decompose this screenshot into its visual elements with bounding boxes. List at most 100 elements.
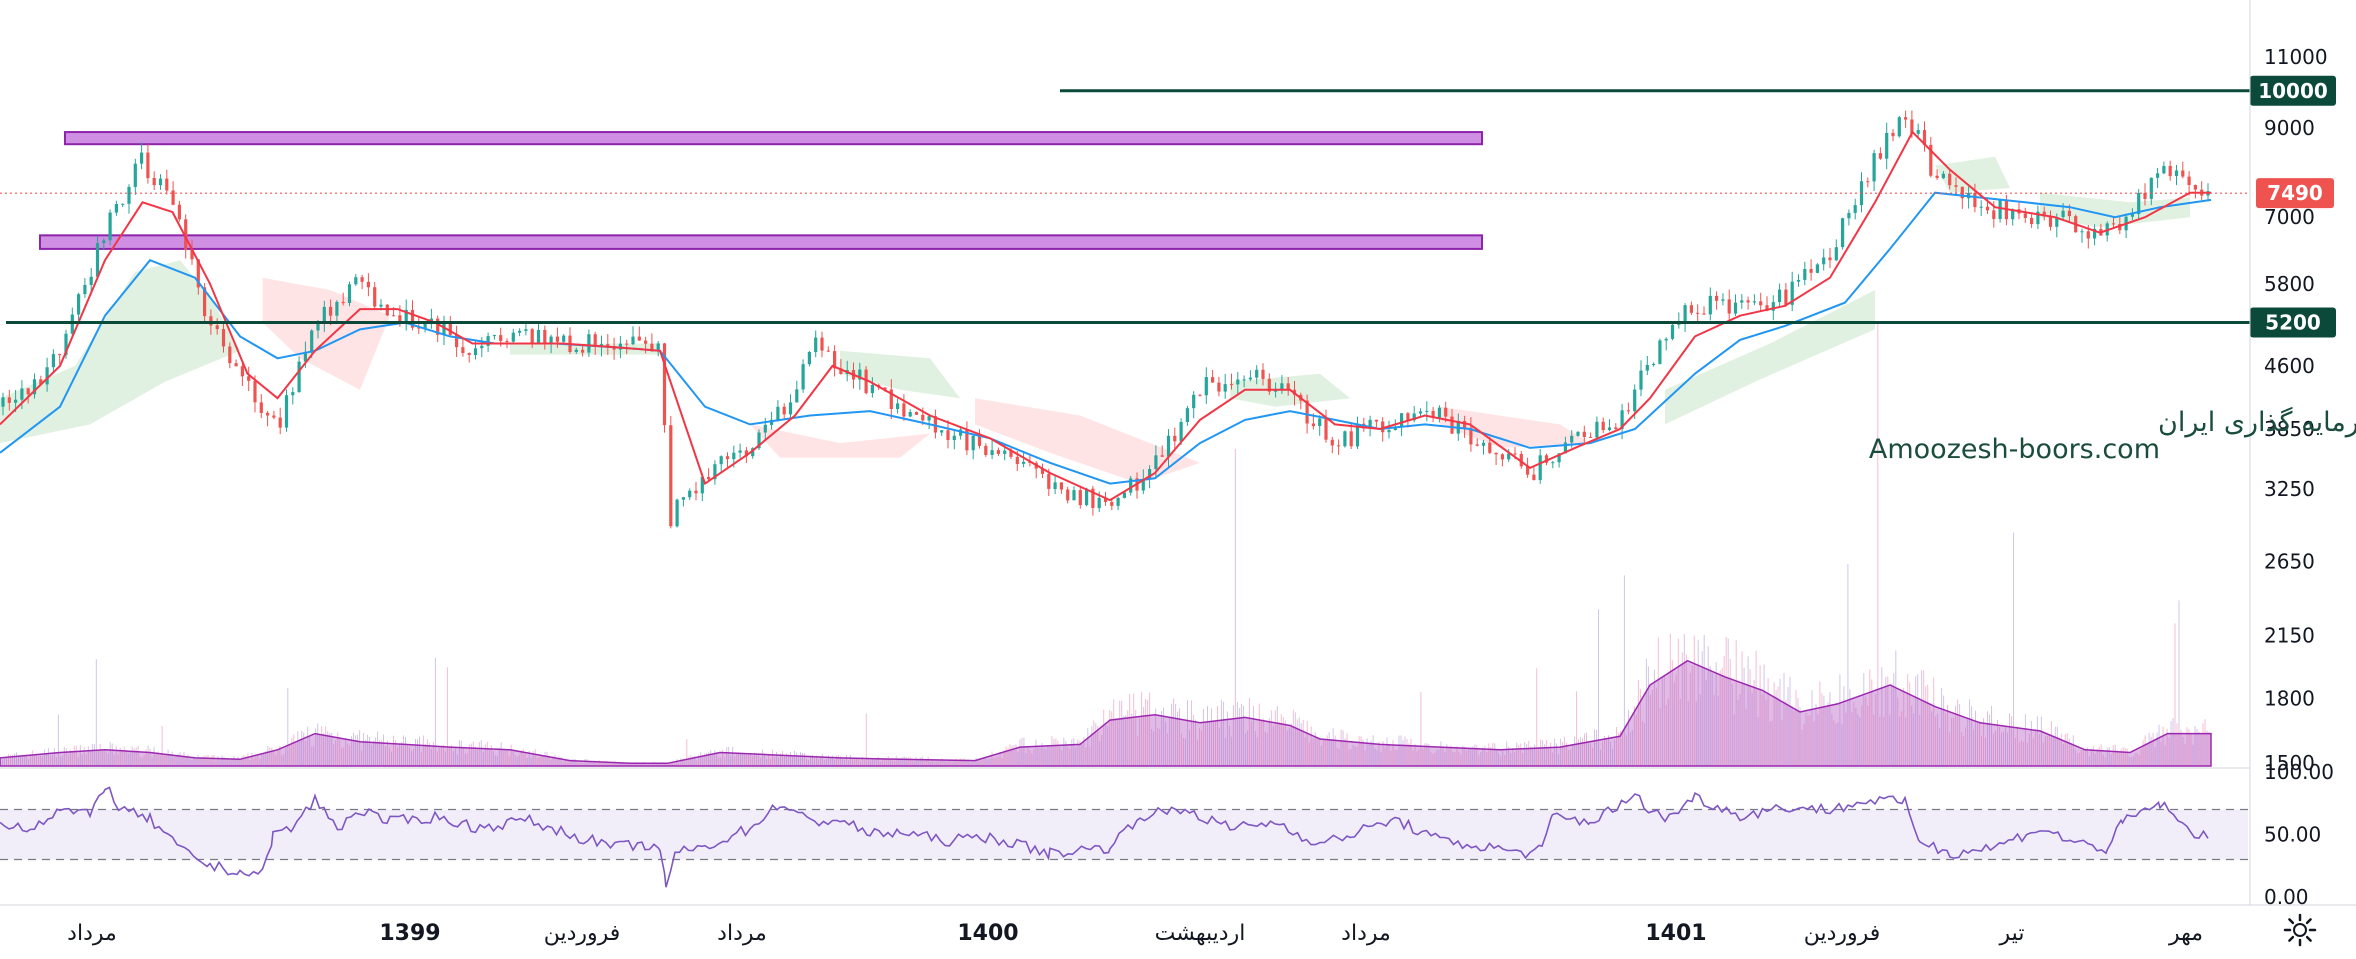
volume-bar — [1292, 709, 1294, 766]
last-price-tag-text: 7490 — [2267, 181, 2323, 205]
volume-bar — [327, 731, 329, 766]
volume-bar — [2204, 719, 2206, 766]
candle — [719, 455, 723, 472]
volume-bar — [1813, 721, 1815, 766]
candle — [492, 334, 496, 340]
volume-bar — [2003, 731, 2004, 766]
volume-bar — [2024, 714, 2026, 766]
volume-bar — [841, 759, 843, 766]
volume-bar — [2174, 623, 2176, 766]
volume-bar — [610, 762, 612, 766]
volume-bar — [1328, 732, 1330, 766]
volume-bar — [1039, 747, 1041, 766]
volume-bar — [1951, 718, 1953, 766]
volume-bar — [839, 756, 841, 766]
volume-bar — [1169, 716, 1171, 766]
volume-bar — [257, 754, 259, 766]
volume-bar — [2152, 732, 2154, 766]
candle — [310, 329, 314, 359]
volume-bar — [2034, 729, 2036, 766]
volume-bar — [1619, 730, 1621, 766]
volume-bar — [1350, 749, 1352, 766]
volume-bar — [1981, 736, 1982, 766]
volume-bar — [171, 751, 173, 766]
candle — [404, 299, 408, 331]
volume-bar — [648, 762, 650, 766]
volume-bar — [1889, 715, 1891, 766]
volume-bar — [1250, 721, 1252, 766]
cloud-segment-1 — [262, 277, 390, 390]
volume-bar — [730, 755, 732, 766]
candle — [1110, 498, 1114, 510]
volume-bar — [1336, 747, 1338, 766]
volume-bar — [1133, 693, 1135, 766]
volume-bar — [2030, 721, 2032, 766]
volume-bar — [403, 735, 404, 766]
volume-bar — [436, 751, 438, 766]
volume-bar — [1853, 702, 1855, 766]
candle — [1211, 370, 1215, 383]
volume-bar — [1207, 706, 1208, 766]
volume-bar — [1201, 730, 1202, 766]
volume-bar — [1476, 744, 1478, 766]
volume-bar — [1262, 718, 1264, 766]
volume-bar — [261, 753, 263, 766]
volume-bar — [716, 753, 718, 766]
volume-bar — [115, 745, 117, 766]
candle — [1494, 452, 1498, 465]
time-tick-label: 1401 — [1645, 921, 1706, 946]
volume-bar — [1360, 736, 1362, 766]
volume-bar — [387, 740, 388, 766]
volume-bar — [1745, 709, 1747, 766]
volume-bar — [1671, 660, 1673, 766]
volume-bar — [909, 756, 911, 766]
volume-bar — [2200, 734, 2202, 766]
candle — [1752, 294, 1756, 306]
volume-bar — [1917, 674, 1919, 766]
volume-bar — [1280, 714, 1282, 766]
volume-bar — [1065, 741, 1067, 766]
candle — [530, 327, 534, 348]
volume-bar — [1825, 707, 1827, 766]
volume-bar — [1089, 746, 1091, 766]
volume-bar — [1663, 675, 1665, 766]
volume-bar — [75, 745, 77, 766]
volume-bar — [430, 748, 432, 766]
volume-bar — [185, 757, 187, 766]
candle — [1973, 183, 1977, 213]
volume-bar — [939, 761, 941, 766]
candle — [807, 351, 811, 367]
volume-bar — [1424, 743, 1426, 766]
candle — [1500, 453, 1504, 467]
candle — [1658, 338, 1662, 365]
watermark: انجمن خبرگان سرمایه گذاری ایران Amoozesh… — [1869, 406, 2356, 465]
volume-bar — [1881, 667, 1883, 766]
volume-bar — [1544, 744, 1546, 766]
volume-bar — [1518, 744, 1520, 766]
volume-bar — [217, 756, 219, 766]
volume-bar — [1578, 739, 1579, 766]
volume-bar — [1402, 739, 1404, 766]
candle — [971, 435, 975, 460]
candle — [1185, 405, 1189, 426]
candle — [518, 328, 522, 337]
candle — [1551, 460, 1555, 469]
volume-bar — [434, 657, 436, 766]
gear-icon[interactable] — [2282, 912, 2318, 948]
volume-bar — [67, 754, 69, 766]
volume-bar — [1035, 739, 1037, 766]
volume-bar — [1721, 667, 1723, 766]
volume-bar — [1432, 753, 1434, 766]
volume-bar — [181, 756, 183, 766]
volume-bar — [233, 756, 235, 766]
volume-bar — [1997, 719, 1998, 766]
volume-bar — [377, 731, 379, 766]
volume-bar — [1161, 711, 1163, 766]
volume-bar — [975, 757, 977, 766]
volume-bar — [817, 759, 819, 766]
volume-bar — [622, 761, 624, 766]
volume-bar — [1454, 752, 1456, 766]
volume-bar — [407, 745, 408, 766]
volume-bar — [1715, 662, 1717, 766]
